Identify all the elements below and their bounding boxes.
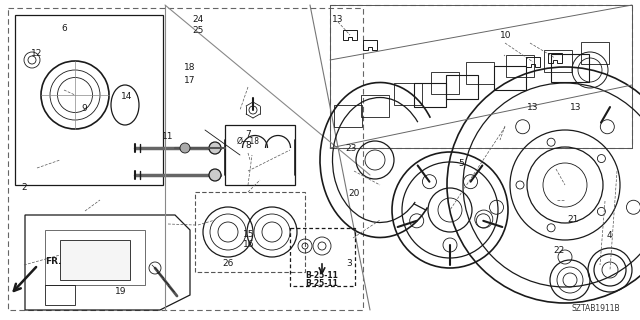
Text: 15: 15	[243, 230, 254, 239]
Text: 22: 22	[553, 246, 564, 255]
Text: SZTAB1911B: SZTAB1911B	[572, 304, 620, 313]
Bar	[45, 285, 75, 305]
Bar	[290, 228, 355, 286]
Text: 18: 18	[184, 63, 195, 72]
Text: 9: 9	[82, 104, 87, 113]
Text: B-25-11: B-25-11	[305, 279, 339, 289]
Text: 7: 7	[246, 130, 251, 139]
Text: 21: 21	[567, 215, 579, 224]
Text: 8: 8	[246, 141, 251, 150]
Text: 25: 25	[193, 26, 204, 35]
Text: 24: 24	[193, 15, 204, 24]
Text: 23: 23	[345, 144, 356, 153]
Circle shape	[209, 142, 221, 154]
Text: Ø—18: Ø—18	[237, 137, 259, 146]
Text: B-25-11: B-25-11	[305, 271, 339, 281]
Text: 10: 10	[500, 31, 511, 40]
Text: 11: 11	[162, 132, 173, 140]
Text: 2: 2	[22, 183, 27, 192]
Text: 13: 13	[570, 103, 582, 112]
Bar	[15, 15, 163, 185]
Bar	[8, 8, 363, 310]
Circle shape	[180, 143, 190, 153]
Text: 4: 4	[607, 231, 612, 240]
Text: 20: 20	[348, 189, 360, 198]
Text: 12: 12	[31, 49, 43, 58]
Bar	[225, 125, 295, 185]
Bar	[45, 230, 145, 285]
Text: FR.: FR.	[45, 257, 61, 266]
Circle shape	[209, 169, 221, 181]
Text: 13: 13	[332, 15, 344, 24]
Text: 5: 5	[458, 159, 463, 168]
Text: 19: 19	[115, 287, 126, 296]
Bar	[60, 240, 130, 280]
Text: 16: 16	[243, 240, 254, 249]
Text: 14: 14	[121, 92, 132, 100]
Text: 13: 13	[527, 103, 538, 112]
Bar	[195, 192, 305, 272]
Text: 3: 3	[346, 260, 351, 268]
Text: 17: 17	[184, 76, 195, 84]
Text: 6: 6	[61, 24, 67, 33]
Text: 26: 26	[222, 259, 234, 268]
